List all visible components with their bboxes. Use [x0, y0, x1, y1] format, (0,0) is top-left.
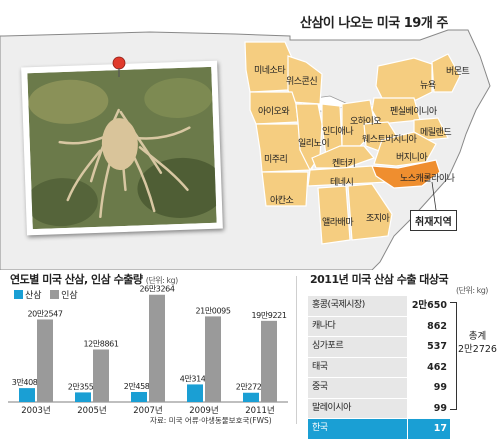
- country-cell: 한국: [308, 419, 407, 439]
- total-box: 총계 2만2726: [458, 330, 497, 356]
- data-label-sansam-0: 3만4084: [12, 378, 43, 387]
- value-cell: 17: [408, 419, 450, 439]
- bar-sansam-0: [19, 388, 35, 402]
- label-in: 인디애나: [322, 127, 354, 137]
- table-row: 캐나다 862: [308, 316, 450, 336]
- x-tick-label-4: 2011년: [245, 405, 274, 416]
- legend-swatch-sansam: [14, 290, 23, 299]
- total-label: 총계: [468, 331, 487, 342]
- label-ia: 아이오와: [258, 107, 290, 117]
- label-ky: 켄터키: [332, 159, 356, 169]
- country-cell: 중국: [308, 378, 407, 398]
- label-ar: 아칸소: [270, 196, 294, 206]
- label-wi: 위스콘신: [286, 77, 318, 87]
- value-cell: 99: [408, 398, 450, 418]
- state-vt: [431, 53, 461, 93]
- label-al: 앨라배마: [322, 218, 354, 228]
- callout-box: 취재지역: [410, 210, 457, 231]
- country-cell: 태국: [308, 357, 407, 377]
- legend-item-sansam: 산삼: [14, 290, 42, 301]
- x-tick-label-3: 2009년: [189, 405, 218, 416]
- export-table: 홍콩(국제시장) 2만650 캐나다 862 싱가포르 537 태국 462 중국 99 말레이시아…: [308, 296, 450, 440]
- total-value: 2만2726: [458, 344, 497, 355]
- bar-chart-title: 연도별 미국 산삼, 인삼 수출량 (단위: kg): [10, 273, 178, 286]
- country-cell: 말레이시아: [308, 398, 407, 418]
- label-oh: 오하이오: [350, 117, 382, 127]
- data-label-insam-4: 19만9221: [251, 311, 286, 320]
- state-wi: [287, 55, 323, 105]
- label-il: 일리노이: [298, 139, 330, 149]
- state-pa: [371, 97, 421, 125]
- value-cell: 99: [408, 378, 450, 398]
- data-label-insam-0: 20만2547: [27, 309, 62, 318]
- data-label-sansam-3: 4만3142: [180, 374, 211, 383]
- bar-chart-legend: 산삼 인삼: [14, 288, 78, 301]
- data-label-sansam-4: 2만2726: [236, 383, 267, 392]
- data-label-insam-1: 12만8861: [83, 340, 118, 349]
- label-tn: 테네시: [330, 178, 354, 188]
- label-mo: 미주리: [264, 155, 288, 165]
- value-cell: 537: [408, 337, 450, 357]
- label-nc: 노스캐롤라이나: [400, 174, 455, 184]
- x-tick-label-0: 2003년: [21, 405, 50, 416]
- map-title: 산삼이 나오는 미국 19개 주: [300, 16, 448, 31]
- data-label-insam-3: 21만0095: [195, 306, 230, 315]
- state-ar: [261, 171, 309, 207]
- bar-sansam-1: [75, 392, 91, 402]
- label-pa: 펜실베이니아: [390, 107, 437, 117]
- data-label-insam-2: 26만3264: [139, 285, 174, 294]
- label-mn: 미네소타: [254, 66, 286, 76]
- state-md: [413, 117, 449, 141]
- table-title: 2011년 미국 산삼 수출 대상국: [310, 273, 449, 286]
- total-bracket: [450, 302, 457, 410]
- bar-insam-0: [37, 319, 53, 402]
- bar-sansam-2: [131, 391, 147, 402]
- legend-swatch-insam: [50, 290, 60, 299]
- value-cell: 2만650: [408, 296, 450, 316]
- state-al: [317, 185, 351, 245]
- table-unit: (단위: kg): [456, 286, 488, 295]
- photo-frame: [21, 60, 223, 236]
- ginseng-photo: [27, 66, 217, 230]
- bar-insam-2: [149, 294, 165, 402]
- bar-sansam-4: [243, 392, 259, 402]
- value-cell: 862: [408, 316, 450, 336]
- country-cell: 싱가포르: [308, 337, 407, 357]
- label-va: 버지니아: [396, 153, 428, 163]
- table-row: 중국 99: [308, 378, 450, 398]
- bar-insam-4: [261, 320, 277, 402]
- label-vt: 버몬트: [446, 67, 470, 77]
- label-ga: 조지아: [366, 214, 390, 224]
- label-md: 메릴랜드: [420, 128, 452, 138]
- state-ga: [347, 183, 393, 241]
- legend-item-insam: 인삼: [50, 290, 78, 301]
- table-row: 말레이시아 99: [308, 398, 450, 418]
- value-cell: 462: [408, 357, 450, 377]
- x-tick-label-2: 2007년: [133, 405, 162, 416]
- source-note: 자료: 미국 어류·야생동물보호국(FWS): [150, 416, 272, 425]
- state-nc: [371, 159, 441, 189]
- table-row: 태국 462: [308, 357, 450, 377]
- state-ky: [311, 145, 376, 169]
- bar-chart: 3만4084 20만2547 2003년 2만3551 12만8861 2005년 2만45…: [8, 285, 288, 416]
- table-row: 한국 17: [308, 419, 450, 439]
- bar-insam-3: [205, 316, 221, 402]
- state-ny: [375, 57, 433, 101]
- label-ny: 뉴욕: [420, 81, 436, 91]
- table-row: 홍콩(국제시장) 2만650: [308, 296, 450, 316]
- data-label-sansam-1: 2만3551: [68, 382, 99, 391]
- label-wv: 웨스트버지니아: [362, 135, 417, 145]
- data-label-sansam-2: 2만4581: [124, 382, 155, 391]
- country-cell: 홍콩(국제시장): [308, 296, 407, 316]
- bar-sansam-3: [187, 384, 203, 402]
- x-tick-label-1: 2005년: [77, 405, 106, 416]
- states-group: [244, 41, 461, 245]
- bar-insam-1: [93, 349, 109, 402]
- country-cell: 캐나다: [308, 316, 407, 336]
- table-row: 싱가포르 537: [308, 337, 450, 357]
- callout-line: [431, 181, 437, 211]
- pin-icon: [112, 56, 126, 77]
- divider-line: [296, 276, 297, 424]
